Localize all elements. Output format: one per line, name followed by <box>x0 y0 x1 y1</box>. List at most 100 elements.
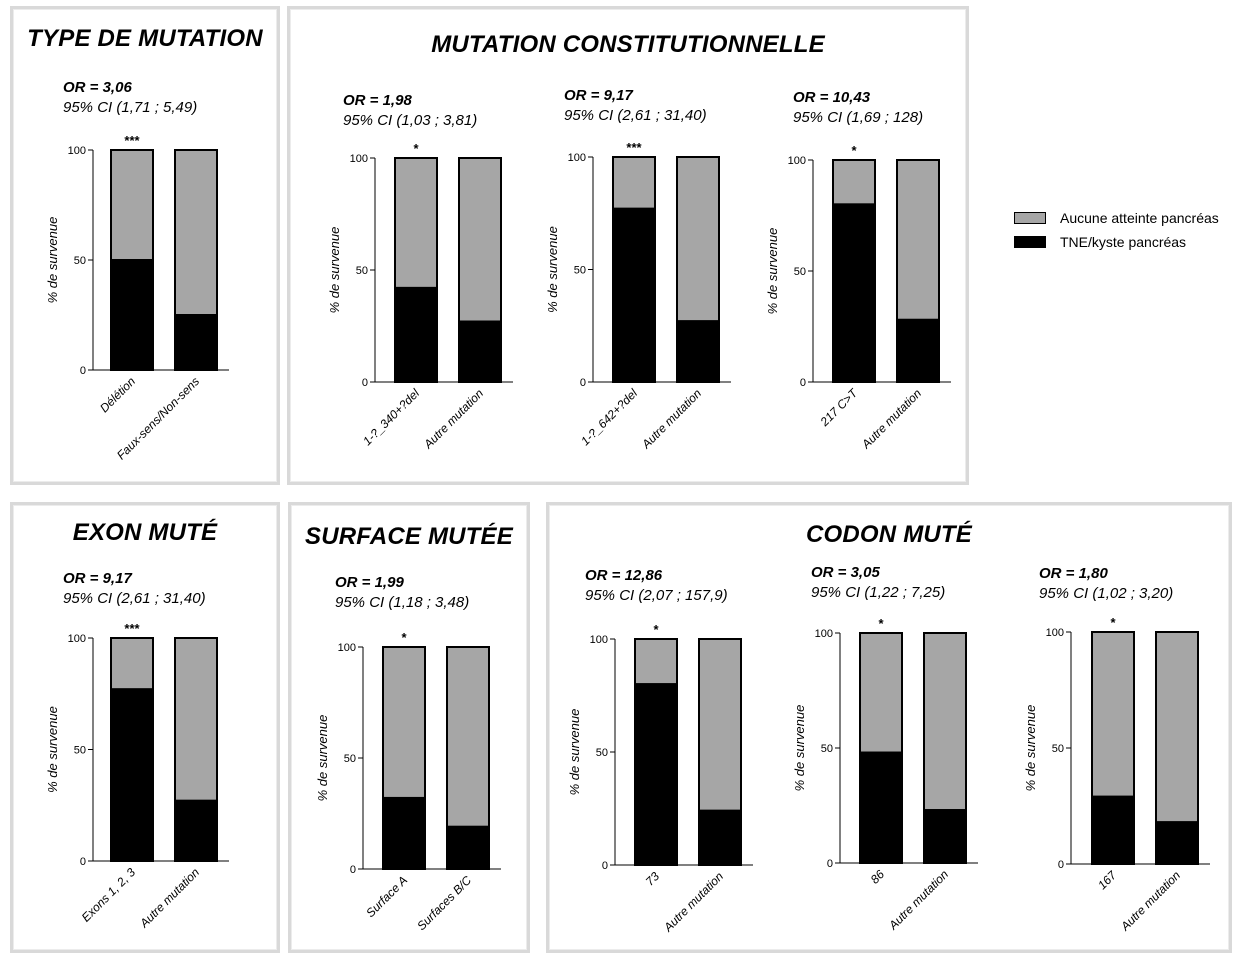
y-axis-label: % de survenue <box>765 228 780 315</box>
legend-label: Aucune atteinte pancréas <box>1060 210 1219 226</box>
bar-segment-unaffected <box>859 632 903 754</box>
y-tick-label: 50 <box>74 255 86 267</box>
y-tick-label: 0 <box>1058 859 1064 871</box>
x-category-label: Autre mutation <box>638 386 704 452</box>
bar-segment-unaffected <box>896 159 940 321</box>
y-tick-label: 0 <box>362 377 368 389</box>
panel-title: TYPE DE MUTATION <box>27 25 263 52</box>
confidence-interval: 95% CI (1,69 ; 128) <box>793 109 924 126</box>
y-tick-label: 100 <box>68 633 86 645</box>
odds-ratio: OR = 12,86 <box>585 567 663 584</box>
significance-marker: * <box>878 616 884 631</box>
y-tick-label: 0 <box>827 858 833 870</box>
bar-segment-affected <box>896 318 940 383</box>
y-tick-label: 100 <box>590 634 608 646</box>
x-category-label: Autre mutation <box>1117 868 1183 934</box>
chart-legend: Aucune atteinte pancréas TNE/kyste pancr… <box>1014 206 1219 254</box>
odds-ratio: OR = 3,05 <box>811 564 880 581</box>
y-axis-label: % de survenue <box>327 227 342 314</box>
x-category-label: Autre mutation <box>420 386 486 452</box>
x-category-label: Autre mutation <box>885 867 951 933</box>
confidence-interval: 95% CI (1,03 ; 3,81) <box>343 112 478 129</box>
bar-segment-unaffected <box>382 646 426 799</box>
bar-segment-unaffected <box>446 646 490 828</box>
bar-segment-unaffected <box>676 156 720 323</box>
legend-swatch-unaffected <box>1014 212 1046 224</box>
y-tick-label: 0 <box>602 860 608 872</box>
significance-marker: * <box>413 141 419 156</box>
bar-segment-unaffected <box>174 637 218 802</box>
odds-ratio: OR = 1,99 <box>335 574 404 591</box>
panel-title: EXON MUTÉ <box>72 519 218 546</box>
y-tick-label: 100 <box>350 153 368 165</box>
bar-segment-unaffected <box>174 149 218 316</box>
y-axis-label: % de survenue <box>1023 705 1038 792</box>
odds-ratio-block: OR = 9,17 95% CI (2,61 ; 31,40) <box>564 86 707 126</box>
y-tick-label: 50 <box>1052 743 1064 755</box>
significance-marker: *** <box>124 621 140 636</box>
x-category-label: Autre mutation <box>660 869 726 935</box>
x-category-label: Surfaces B/C <box>414 873 474 933</box>
y-axis-label: % de survenue <box>792 705 807 792</box>
bar-segment-affected <box>174 314 218 371</box>
bar-segment-unaffected <box>612 156 656 210</box>
bar-segment-unaffected <box>698 638 742 812</box>
bar-segment-affected <box>110 688 154 862</box>
y-axis-label: % de survenue <box>567 709 582 796</box>
significance-marker: * <box>851 143 857 158</box>
bar-segment-affected <box>446 825 490 871</box>
significance-marker: * <box>1110 615 1116 630</box>
y-tick-label: 50 <box>596 747 608 759</box>
y-tick-label: 0 <box>80 365 86 377</box>
bar-segment-unaffected <box>634 638 678 686</box>
x-category-label: 167 <box>1095 867 1120 892</box>
y-tick-label: 50 <box>344 753 356 765</box>
odds-ratio-block: OR = 3,05 95% CI (1,22 ; 7,25) <box>811 563 945 603</box>
bar-segment-affected <box>394 286 438 384</box>
y-tick-label: 50 <box>794 266 806 278</box>
y-tick-label: 50 <box>356 265 368 277</box>
y-axis-label: % de survenue <box>45 217 60 304</box>
x-category-label: Surface A <box>363 873 410 920</box>
bar-segment-affected <box>832 203 876 383</box>
y-tick-label: 50 <box>821 743 833 755</box>
panel-title: SURFACE MUTÉE <box>305 523 513 550</box>
x-category-label: 86 <box>868 867 888 887</box>
significance-marker: *** <box>124 133 140 148</box>
odds-ratio-block: OR = 1,99 95% CI (1,18 ; 3,48) <box>335 573 469 613</box>
bar-segment-unaffected <box>832 159 876 206</box>
legend-item: Aucune atteinte pancréas <box>1014 206 1219 230</box>
bar-segment-affected <box>458 320 502 383</box>
odds-ratio-block: OR = 1,98 95% CI (1,03 ; 3,81) <box>343 91 477 131</box>
bar-segment-unaffected <box>1155 631 1199 824</box>
y-tick-label: 100 <box>68 145 86 157</box>
confidence-interval: 95% CI (1,02 ; 3,20) <box>1039 585 1174 602</box>
bar-segment-unaffected <box>110 637 154 691</box>
bar-segment-unaffected <box>394 157 438 289</box>
y-tick-label: 0 <box>800 377 806 389</box>
significance-marker: * <box>653 622 659 637</box>
legend-label: TNE/kyste pancréas <box>1060 234 1187 250</box>
x-category-label: Autre mutation <box>858 386 924 452</box>
y-tick-label: 50 <box>74 745 86 757</box>
odds-ratio: OR = 3,06 <box>63 79 132 96</box>
x-category-label: 1-?_340+?del <box>360 386 422 448</box>
odds-ratio: OR = 10,43 <box>793 89 871 106</box>
confidence-interval: 95% CI (1,22 ; 7,25) <box>811 584 946 601</box>
bar-segment-affected <box>382 796 426 871</box>
bar-segment-unaffected <box>110 149 154 261</box>
confidence-interval: 95% CI (2,61 ; 31,40) <box>63 590 206 607</box>
y-tick-label: 0 <box>580 377 586 389</box>
significance-marker: * <box>401 630 407 645</box>
y-axis-label: % de survenue <box>315 715 330 802</box>
odds-ratio: OR = 9,17 <box>564 87 633 104</box>
legend-item: TNE/kyste pancréas <box>1014 230 1219 254</box>
y-tick-label: 0 <box>80 856 86 868</box>
bar-segment-affected <box>923 809 967 864</box>
odds-ratio-block: OR = 1,80 95% CI (1,02 ; 3,20) <box>1039 564 1173 604</box>
bar-segment-affected <box>612 207 656 383</box>
odds-ratio-block: OR = 3,06 95% CI (1,71 ; 5,49) <box>63 78 197 118</box>
confidence-interval: 95% CI (2,61 ; 31,40) <box>564 107 707 124</box>
y-tick-label: 0 <box>350 864 356 876</box>
